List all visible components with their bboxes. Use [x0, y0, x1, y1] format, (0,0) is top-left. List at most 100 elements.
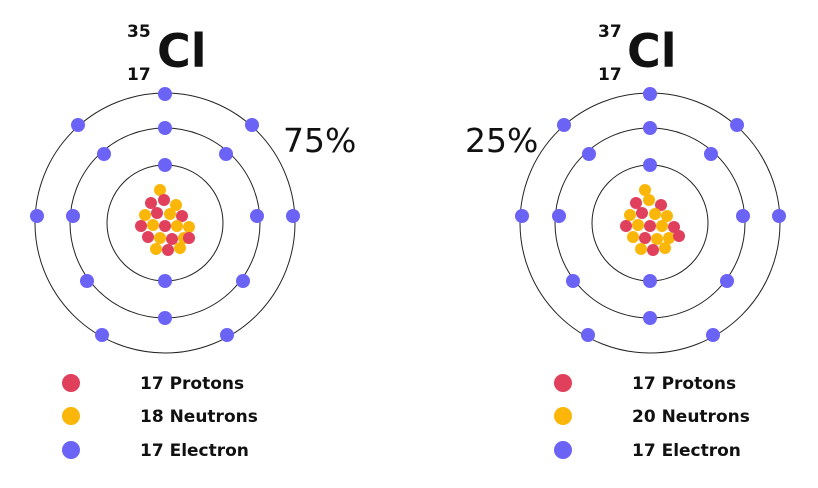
electron	[245, 118, 259, 132]
electron	[552, 209, 566, 223]
proton	[668, 221, 680, 233]
proton	[159, 220, 171, 232]
proton	[639, 232, 651, 244]
proton	[630, 197, 642, 209]
electron	[158, 87, 172, 101]
legend-neutrons: 18 Neutrons	[140, 407, 258, 427]
proton	[647, 244, 659, 256]
neutron	[656, 220, 668, 232]
element-symbol: Cl	[627, 24, 677, 78]
neutron	[147, 219, 159, 231]
electron	[158, 274, 172, 288]
proton	[644, 220, 656, 232]
electron	[515, 209, 529, 223]
electron	[582, 147, 596, 161]
neutron	[154, 184, 166, 196]
isotope-notation: 35 17 Cl	[127, 22, 207, 85]
electron-legend-dot	[554, 441, 572, 459]
proton	[166, 233, 178, 245]
neutron	[624, 209, 636, 221]
proton	[673, 230, 685, 242]
electron	[97, 147, 111, 161]
neutron	[183, 221, 195, 233]
legend-protons: 17 Protons	[632, 374, 736, 394]
mass-number: 35	[127, 22, 151, 42]
electron	[643, 87, 657, 101]
proton	[158, 194, 170, 206]
proton	[655, 199, 667, 211]
neutron	[139, 209, 151, 221]
electron	[236, 274, 250, 288]
neutron	[627, 231, 639, 243]
neutron	[663, 232, 675, 244]
electron	[581, 328, 595, 342]
electron	[643, 121, 657, 135]
legend-protons: 17 Protons	[140, 374, 244, 394]
electron	[720, 274, 734, 288]
proton	[142, 231, 154, 243]
isotope-notation: 37 17 Cl	[598, 22, 677, 85]
neutron	[635, 243, 647, 255]
electron	[219, 147, 233, 161]
mass-number: 37	[598, 22, 622, 42]
proton	[176, 210, 188, 222]
neutron-legend-dot	[62, 407, 80, 425]
atomic-number: 17	[127, 65, 151, 85]
neutron-legend-dot	[554, 407, 572, 425]
electron	[286, 209, 300, 223]
electron	[772, 209, 786, 223]
element-symbol: Cl	[157, 24, 207, 78]
atomic-number: 17	[598, 65, 622, 85]
neutron	[651, 233, 663, 245]
neutron	[659, 242, 671, 254]
neutron	[643, 194, 655, 206]
electron	[566, 274, 580, 288]
proton	[183, 232, 195, 244]
electron	[706, 328, 720, 342]
electrons	[515, 87, 786, 342]
atom-cl-35: 35 17 Cl 75%	[30, 22, 356, 461]
proton	[135, 220, 147, 232]
electron	[95, 328, 109, 342]
electron	[643, 158, 657, 172]
proton	[162, 244, 174, 256]
legend: 17 Protons 20 Neutrons 17 Electron	[554, 374, 750, 461]
electron-legend-dot	[62, 441, 80, 459]
legend: 17 Protons 18 Neutrons 17 Electron	[62, 374, 258, 461]
neutron	[154, 232, 166, 244]
abundance-label: 25%	[465, 121, 538, 160]
electron	[220, 328, 234, 342]
electron	[643, 311, 657, 325]
electron	[30, 209, 44, 223]
electron	[736, 209, 750, 223]
nucleus	[135, 184, 195, 256]
proton	[620, 220, 632, 232]
electron	[730, 118, 744, 132]
neutron	[174, 242, 186, 254]
neutron	[649, 208, 661, 220]
proton-legend-dot	[62, 374, 80, 392]
legend-electrons: 17 Electron	[140, 441, 249, 461]
proton	[151, 207, 163, 219]
abundance-label: 75%	[283, 121, 356, 160]
neutron	[170, 199, 182, 211]
electron	[250, 209, 264, 223]
proton	[636, 207, 648, 219]
electrons	[30, 87, 300, 342]
electron	[158, 158, 172, 172]
electron	[704, 147, 718, 161]
nucleus	[620, 184, 685, 256]
electron	[557, 118, 571, 132]
proton-legend-dot	[554, 374, 572, 392]
neutron	[632, 219, 644, 231]
neutron	[661, 210, 673, 222]
neutron	[150, 243, 162, 255]
neutron	[171, 220, 183, 232]
electron	[66, 209, 80, 223]
proton	[145, 197, 157, 209]
atom-cl-37: 37 17 Cl 25%	[465, 22, 786, 461]
electron	[158, 311, 172, 325]
electron	[80, 274, 94, 288]
electron	[71, 118, 85, 132]
